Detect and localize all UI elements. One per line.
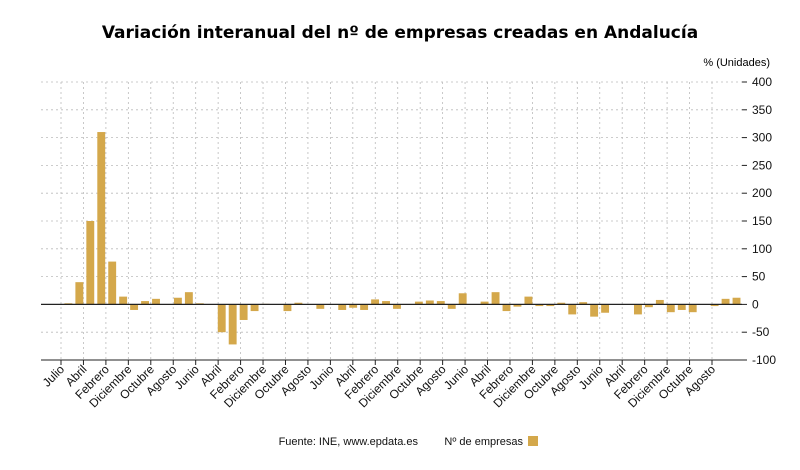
gridlines <box>41 81 742 361</box>
bar <box>590 304 599 317</box>
bar <box>502 304 511 312</box>
x-tick-label: Junio <box>441 362 471 392</box>
bar <box>184 292 193 305</box>
legend-swatch <box>528 436 538 446</box>
bar <box>458 293 467 305</box>
bar <box>228 304 237 345</box>
bar <box>86 221 95 305</box>
bar <box>513 304 522 307</box>
source-credit: Fuente: INE, www.epdata.es <box>279 436 419 448</box>
bar <box>557 302 566 305</box>
bar <box>732 297 741 305</box>
bar <box>721 298 730 305</box>
bar <box>338 304 347 310</box>
bar <box>316 304 325 309</box>
bar <box>108 261 117 305</box>
bar <box>491 292 500 305</box>
bar <box>644 304 653 308</box>
bar <box>371 299 380 305</box>
bar <box>655 299 664 305</box>
bar <box>75 282 84 305</box>
bar <box>436 301 445 305</box>
bar <box>294 302 303 305</box>
bar <box>119 296 128 305</box>
legend-label: Nº de empresas <box>444 436 523 448</box>
x-tick-label: Junio <box>306 362 336 392</box>
bar <box>173 297 182 305</box>
bar <box>152 298 160 305</box>
bar <box>425 300 434 305</box>
bar <box>239 304 248 320</box>
bar <box>568 304 577 315</box>
y-tick-label: 100 <box>752 242 772 256</box>
bar <box>447 304 456 309</box>
bar <box>393 304 401 309</box>
bar <box>677 304 686 310</box>
bar <box>349 304 358 308</box>
bar <box>97 132 106 305</box>
bar <box>688 304 697 313</box>
y-tick-label: -100 <box>752 353 776 367</box>
x-tick-label: Julio <box>40 362 68 390</box>
bar <box>524 296 533 305</box>
bar <box>130 304 139 310</box>
bar <box>634 304 642 315</box>
x-axis-ticks: JulioAbrilFebreroDiciembreOctubreAgostoJ… <box>40 360 718 410</box>
y-tick-label: 150 <box>752 214 772 228</box>
bar-series <box>64 132 741 345</box>
bar <box>382 301 390 305</box>
bar <box>283 304 292 312</box>
bar <box>250 304 259 312</box>
y-axis-label: % (Unidades) <box>703 57 770 69</box>
y-tick-label: 400 <box>752 75 772 89</box>
chart-title: Variación interanual del nº de empresas … <box>102 23 698 43</box>
y-tick-label: -50 <box>752 325 770 339</box>
bar <box>480 301 489 305</box>
y-tick-label: 350 <box>752 103 772 117</box>
bar <box>579 302 588 305</box>
y-axis-ticks: -100 -50 0 50 100 150 200 250 300 350 400 <box>742 75 776 367</box>
bar <box>217 304 226 333</box>
bar <box>601 304 610 313</box>
y-tick-label: 0 <box>752 297 759 311</box>
bar <box>141 301 149 305</box>
x-tick-label: Junio <box>172 362 202 392</box>
y-tick-label: 250 <box>752 158 772 172</box>
bar <box>666 304 675 313</box>
legend: Nº de empresas <box>444 436 538 448</box>
y-tick-label: 200 <box>752 186 772 200</box>
bar <box>546 304 555 307</box>
bar <box>535 304 544 307</box>
y-tick-label: 50 <box>752 270 766 284</box>
bar <box>414 301 423 305</box>
bar <box>360 304 369 310</box>
x-tick-label: Junio <box>576 362 606 392</box>
y-tick-label: 300 <box>752 131 772 145</box>
bar <box>710 304 719 307</box>
